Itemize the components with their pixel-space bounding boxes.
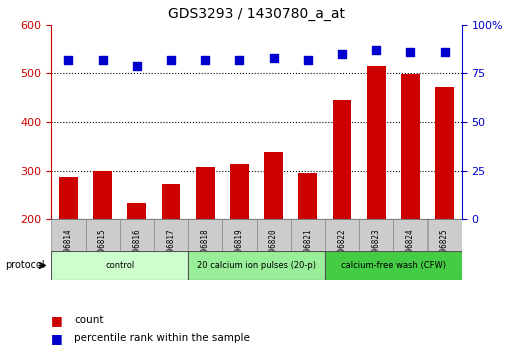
Bar [93,171,112,219]
Bar [222,219,256,280]
Bar [256,219,291,280]
Bar [51,219,86,280]
Bar [120,219,154,280]
Bar [367,66,386,219]
Bar [427,219,462,280]
Bar [154,219,188,280]
Bar [332,100,351,219]
Bar [264,152,283,219]
Text: GSM296818: GSM296818 [201,229,210,270]
Text: protocol: protocol [5,261,45,270]
Bar [86,219,120,280]
Bar [188,251,325,280]
Text: GSM296823: GSM296823 [372,229,381,270]
Point [64,57,72,63]
Point [441,49,449,55]
Text: GSM296817: GSM296817 [167,229,175,270]
Text: GSM296821: GSM296821 [303,229,312,270]
Text: GSM296820: GSM296820 [269,229,278,270]
Text: count: count [74,315,104,325]
Point [338,51,346,57]
Text: 20 calcium ion pulses (20-p): 20 calcium ion pulses (20-p) [197,261,316,270]
Bar [162,184,181,219]
Point [133,63,141,68]
Bar [196,167,214,219]
Text: ■: ■ [51,332,63,344]
Bar [299,173,317,219]
Bar [51,251,188,280]
Text: GSM296819: GSM296819 [235,229,244,270]
Text: GSM296824: GSM296824 [406,229,415,270]
Bar [393,219,427,280]
Point [235,57,244,63]
Point [201,57,209,63]
Text: calcium-free wash (CFW): calcium-free wash (CFW) [341,261,446,270]
Text: control: control [105,261,134,270]
Bar [127,204,146,219]
Bar [291,219,325,280]
Point [406,49,415,55]
Point [269,55,278,61]
Text: GSM296825: GSM296825 [440,229,449,270]
Point [98,57,107,63]
Bar [230,164,249,219]
Text: ■: ■ [51,314,63,327]
Text: GSM296822: GSM296822 [338,229,346,270]
Text: GSM296815: GSM296815 [98,229,107,270]
Bar [325,251,462,280]
Point [304,57,312,63]
Text: percentile rank within the sample: percentile rank within the sample [74,333,250,343]
Bar [435,87,454,219]
Bar [59,177,78,219]
Title: GDS3293 / 1430780_a_at: GDS3293 / 1430780_a_at [168,7,345,21]
Bar [401,74,420,219]
Text: GSM296814: GSM296814 [64,229,73,270]
Text: GSM296816: GSM296816 [132,229,141,270]
Bar [359,219,393,280]
Bar [188,219,222,280]
Bar [325,219,359,280]
Point [167,57,175,63]
Point [372,47,380,53]
